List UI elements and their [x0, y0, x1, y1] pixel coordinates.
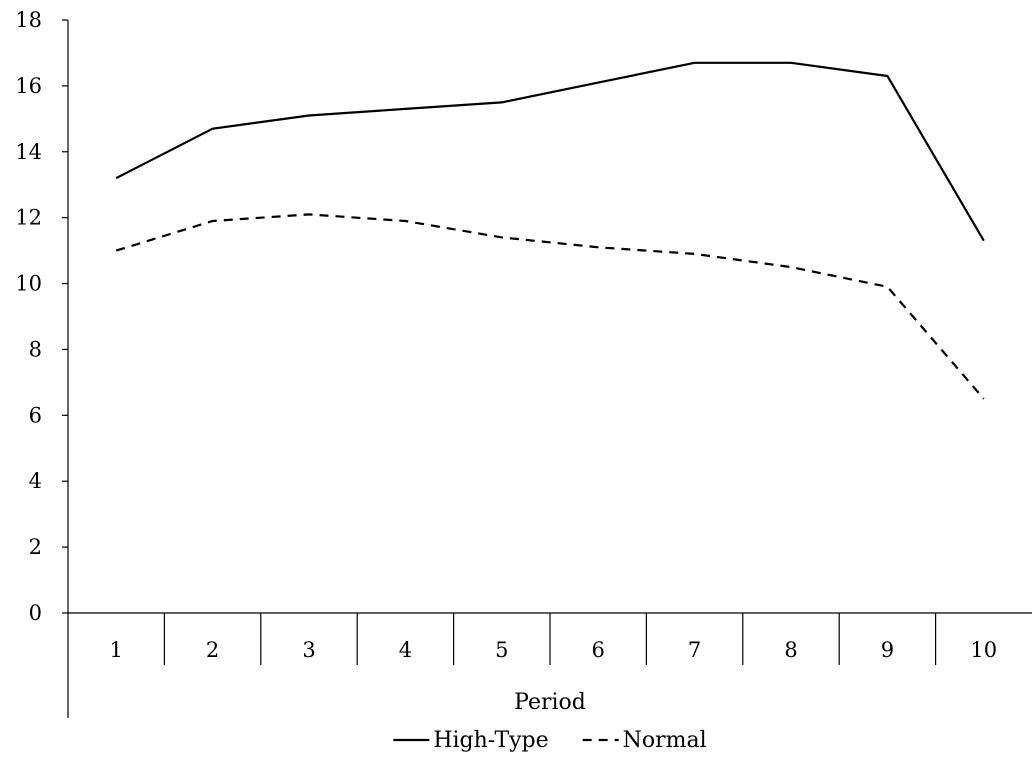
y-tick-label: 18 — [15, 8, 42, 32]
x-axis: 1 2 3 4 5 6 7 8 9 10 — [68, 612, 1032, 665]
y-tick-label: 8 — [29, 337, 42, 361]
y-tick-label: 4 — [29, 469, 42, 493]
x-tick-label: 4 — [399, 638, 412, 662]
y-tick-label: 16 — [15, 74, 42, 98]
x-tick-label: 1 — [110, 638, 123, 662]
legend-entry: Normal — [582, 728, 707, 753]
series-line-high-type — [115, 61, 985, 242]
x-tick-label: 7 — [688, 638, 701, 662]
y-axis: 0 2 4 6 8 10 12 14 16 18 — [15, 8, 69, 718]
x-tick-label: 2 — [206, 638, 219, 662]
y-tick-label: 12 — [15, 206, 42, 230]
legend-entry: High-Type — [393, 728, 549, 753]
x-tick-label: 6 — [592, 638, 605, 662]
x-tick-label: 3 — [302, 638, 315, 662]
legend: High-Type Normal — [393, 728, 707, 753]
x-tick-label: 9 — [881, 638, 894, 662]
y-tick-label: 0 — [29, 601, 42, 625]
x-tick-label: 8 — [784, 638, 797, 662]
y-tick-label: 2 — [29, 535, 42, 559]
y-tick-label: 10 — [15, 272, 42, 296]
y-tick-label: 6 — [29, 403, 42, 427]
legend-label: High-Type — [433, 728, 548, 753]
x-tick-label: 10 — [970, 638, 997, 662]
y-tick-label: 14 — [15, 140, 42, 164]
x-axis-title: Period — [514, 690, 586, 715]
legend-label: Normal — [623, 728, 707, 753]
series-group — [115, 61, 985, 400]
series-line-normal — [115, 213, 985, 400]
x-tick-label: 5 — [495, 638, 508, 662]
